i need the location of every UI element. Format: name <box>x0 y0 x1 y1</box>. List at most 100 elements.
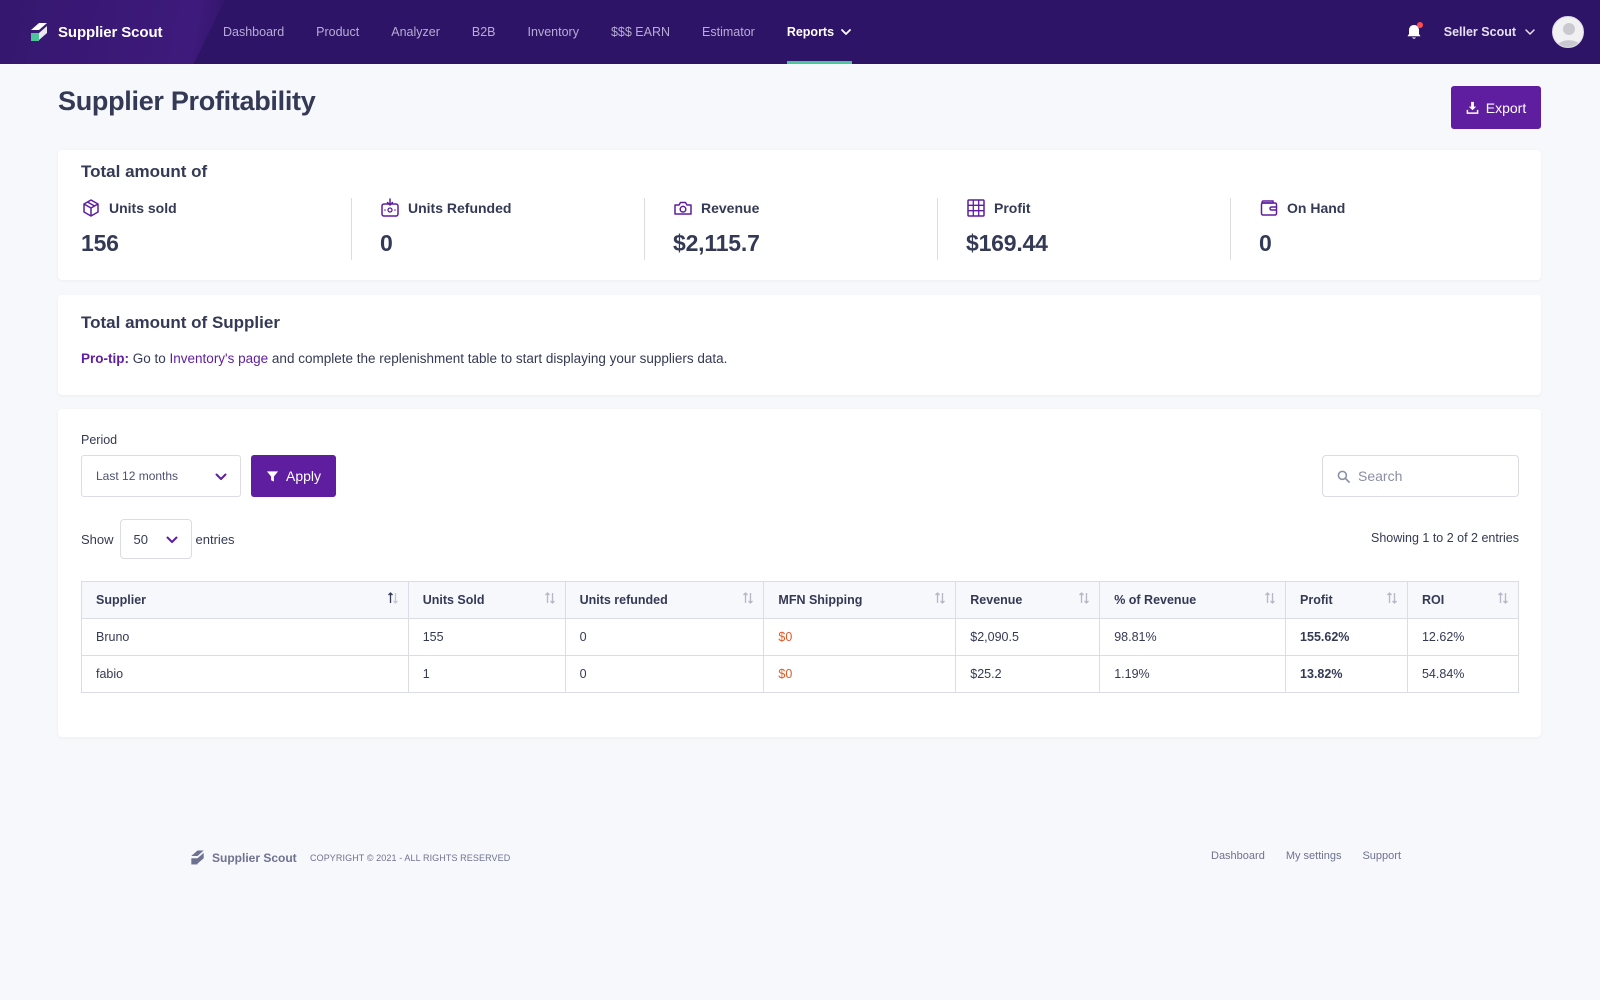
user-name: Seller Scout <box>1443 25 1516 39</box>
nav-link-product[interactable]: Product <box>316 25 360 39</box>
top-navbar: Supplier Scout Dashboard Product Analyze… <box>0 0 1600 64</box>
notification-dot <box>1416 22 1423 28</box>
notifications-button[interactable] <box>1404 22 1424 42</box>
table-row: fabio 1 0 $0 $25.2 1.19% 13.82% 54.84% <box>81 655 1520 693</box>
stat-units-sold: Units sold 156 <box>58 198 351 260</box>
footer-link-support[interactable]: Support <box>1362 850 1401 862</box>
nav-link-reports[interactable]: Reports <box>771 0 868 64</box>
chevron-down-icon <box>1525 29 1535 35</box>
column-header-revenue[interactable]: Revenue <box>955 581 1101 619</box>
totals-stats: Units sold 156 Units Refunded 0 <box>58 198 1541 260</box>
nav-link-b2b[interactable]: B2B <box>471 25 496 39</box>
grid-icon <box>967 199 985 217</box>
nav-link-dashboard[interactable]: Dashboard <box>223 25 285 39</box>
column-header-label: Supplier <box>96 593 147 607</box>
stat-value: $169.44 <box>966 230 1048 256</box>
show-entries: Show 50 entries <box>81 519 235 559</box>
column-header-label: Profit <box>1300 593 1333 607</box>
column-header-label: Units refunded <box>579 593 668 607</box>
supplier-scout-logo-icon <box>31 23 47 41</box>
export-button[interactable]: Export <box>1451 86 1541 129</box>
entries-select[interactable]: 50 <box>119 519 192 559</box>
cell-percent-revenue: 1.19% <box>1099 655 1287 693</box>
cell-roi: 54.84% <box>1406 655 1520 693</box>
nav-link-inventory[interactable]: Inventory <box>527 25 579 39</box>
cell-units-sold: 155 <box>407 618 566 656</box>
sort-icon <box>935 592 946 604</box>
cell-revenue: $25.2 <box>955 655 1101 693</box>
page-title: Supplier Profitability <box>58 86 316 116</box>
column-header-units-refunded[interactable]: Units refunded <box>564 581 765 619</box>
chevron-down-icon <box>166 536 178 543</box>
stat-label: Units sold <box>109 200 177 216</box>
suppliers-table: Supplier Units Sold Units refunded MFN S… <box>81 581 1520 693</box>
column-header-label: Revenue <box>970 593 1023 607</box>
stat-profit: Profit $169.44 <box>937 198 1230 260</box>
cell-mfn-shipping: $0 <box>763 655 957 693</box>
cell-percent-revenue: 98.81% <box>1099 618 1287 656</box>
cell-profit: 13.82% <box>1285 655 1408 693</box>
apply-button-label: Apply <box>285 468 322 484</box>
supplier-totals-title: Total amount of Supplier <box>81 313 280 332</box>
table-row: Bruno 155 0 $0 $2,090.5 98.81% 155.62% 1… <box>81 618 1520 656</box>
download-icon <box>1466 101 1479 114</box>
chevron-down-icon <box>841 29 851 35</box>
nav-link-reports-label: Reports <box>786 25 835 39</box>
suppliers-table-card: Period Last 12 months Apply Show 50 entr… <box>58 409 1541 737</box>
sort-icon <box>544 592 555 604</box>
period-label: Period <box>81 433 118 447</box>
avatar-icon <box>1557 23 1581 47</box>
sort-icon <box>1265 592 1276 604</box>
navbar-brand-backdrop <box>0 0 225 64</box>
nav-link-analyzer[interactable]: Analyzer <box>391 25 440 39</box>
column-header-profit[interactable]: Profit <box>1285 581 1408 619</box>
supplier-totals-card: Total amount of Supplier Pro-tip: Go to … <box>58 295 1541 395</box>
search-input[interactable] <box>1358 468 1508 484</box>
search-box[interactable] <box>1322 455 1519 497</box>
cell-roi: 12.62% <box>1406 618 1520 656</box>
user-menu[interactable]: Seller Scout <box>1444 25 1536 39</box>
cell-units-refunded: 0 <box>564 618 765 656</box>
cell-supplier: Bruno <box>81 618 409 656</box>
protip-label: Pro-tip: <box>81 351 129 366</box>
column-header-roi[interactable]: ROI <box>1406 581 1520 619</box>
copyright: COPYRIGHT © 2021 - ALL RIGHTS RESERVED <box>310 853 511 863</box>
wallet-icon <box>1260 200 1278 216</box>
apply-button[interactable]: Apply <box>251 455 336 497</box>
sort-icon <box>1079 592 1090 604</box>
nav-right: Seller Scout <box>1404 0 1584 64</box>
protip-text-after: and complete the replenishment table to … <box>268 351 728 366</box>
sort-icon <box>743 592 754 604</box>
protip: Pro-tip: Go to Inventory's page and comp… <box>81 351 727 366</box>
showing-entries-info: Showing 1 to 2 of 2 entries <box>1370 531 1519 545</box>
footer-brand[interactable]: Supplier Scout <box>189 849 297 866</box>
footer-link-my-settings[interactable]: My settings <box>1285 850 1342 862</box>
cell-profit: 155.62% <box>1285 618 1408 656</box>
brand[interactable]: Supplier Scout <box>28 20 163 44</box>
stat-label: Profit <box>994 200 1031 216</box>
filter-icon <box>266 470 279 482</box>
cell-units-refunded: 0 <box>564 655 765 693</box>
cell-mfn-shipping: $0 <box>763 618 957 656</box>
column-header-label: MFN Shipping <box>778 593 863 607</box>
cell-units-sold: 1 <box>407 655 566 693</box>
sort-icon <box>1498 592 1508 604</box>
footer-link-dashboard[interactable]: Dashboard <box>1211 850 1265 862</box>
inventory-page-link[interactable]: Inventory's page <box>169 351 269 366</box>
protip-text-before: Go to <box>129 351 170 366</box>
nav-link-estimator[interactable]: Estimator <box>702 25 755 39</box>
nav-link-earn[interactable]: $$$ EARN <box>610 25 671 39</box>
entries-label: entries <box>195 531 235 547</box>
column-header-label: Units Sold <box>422 593 485 607</box>
cell-supplier: fabio <box>81 655 409 693</box>
column-header-supplier[interactable]: Supplier <box>81 581 409 619</box>
user-avatar[interactable] <box>1552 16 1584 48</box>
cell-revenue: $2,090.5 <box>955 618 1101 656</box>
stat-revenue: Revenue $2,115.7 <box>644 198 937 260</box>
column-header-mfn-shipping[interactable]: MFN Shipping <box>763 581 957 619</box>
period-select[interactable]: Last 12 months <box>81 455 241 497</box>
stat-label: Units Refunded <box>408 200 512 216</box>
footer-brand-name: Supplier Scout <box>212 850 297 865</box>
column-header-percent-revenue[interactable]: % of Revenue <box>1099 581 1287 619</box>
column-header-units-sold[interactable]: Units Sold <box>407 581 566 619</box>
